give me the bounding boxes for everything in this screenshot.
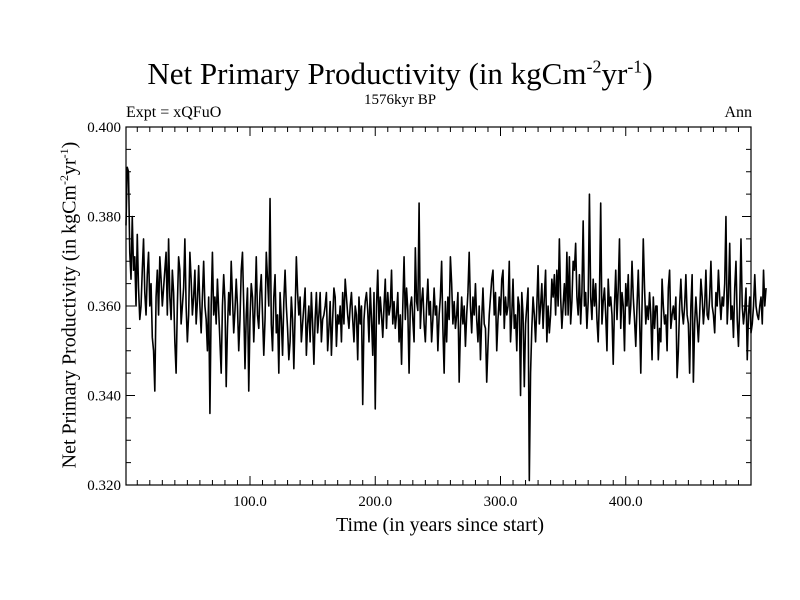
series-line (125, 166, 767, 482)
x-tick-label: 300.0 (484, 494, 518, 510)
x-tick-label: 200.0 (358, 494, 392, 510)
x-tick-label: 100.0 (233, 494, 267, 510)
y-tick-label: 0.320 (87, 478, 121, 494)
season-label: Ann (724, 104, 752, 121)
chart-subtitle: 1576kyr BP (363, 92, 437, 108)
x-axis: 100.0 200.0 300.0 400.0 (136, 127, 739, 510)
y-tick-label: 0.400 (87, 120, 121, 136)
x-tick-label: 400.0 (609, 494, 643, 510)
y-tick-label: 0.360 (87, 299, 121, 315)
experiment-label: Expt = xQFuO (126, 104, 222, 121)
x-axis-label: Time (in years since start) (335, 514, 545, 536)
y-tick-label: 0.340 (87, 389, 121, 405)
y-tick-label: 0.380 (87, 210, 121, 226)
y-axis-label: Net Primary Productivity (in kgCm-2yr-1) (56, 141, 81, 469)
chart-title: Net Primary Productivity (in kgCm-2yr-1) (147, 56, 653, 91)
